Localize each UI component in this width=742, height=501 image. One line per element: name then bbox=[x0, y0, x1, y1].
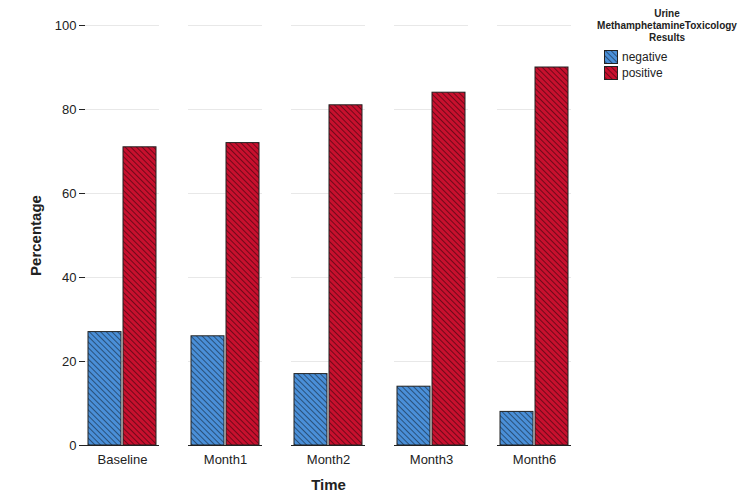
svg-text:Time: Time bbox=[311, 476, 346, 493]
svg-text:60: 60 bbox=[62, 186, 76, 201]
svg-text:Month3: Month3 bbox=[410, 452, 453, 467]
svg-text:Baseline: Baseline bbox=[98, 452, 148, 467]
html-text:Urine MethamphetamineToxicolog: Urine MethamphetamineToxicology Results bbox=[597, 8, 737, 43]
html-text:negative: negative bbox=[622, 50, 668, 64]
svg-text:0: 0 bbox=[69, 438, 76, 453]
svg-text:Month2: Month2 bbox=[307, 452, 350, 467]
svg-text:100: 100 bbox=[55, 18, 77, 33]
svg-text:Percentage: Percentage bbox=[27, 195, 44, 276]
svg-text:Month6: Month6 bbox=[513, 452, 556, 467]
svg-text:Month1: Month1 bbox=[204, 452, 247, 467]
svg-text:80: 80 bbox=[62, 102, 76, 117]
svg-text:20: 20 bbox=[62, 354, 76, 369]
svg-text:40: 40 bbox=[62, 270, 76, 285]
html-text:positive: positive bbox=[622, 66, 663, 80]
